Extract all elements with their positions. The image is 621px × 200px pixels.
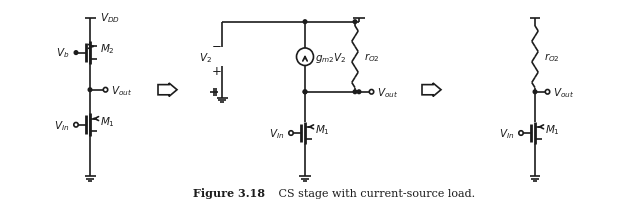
Circle shape [296,49,314,66]
Circle shape [545,90,550,95]
Circle shape [103,88,107,93]
Circle shape [303,90,307,94]
Text: $V_{out}$: $V_{out}$ [553,85,574,99]
Text: $M_1$: $M_1$ [545,122,560,136]
Text: $V_{out}$: $V_{out}$ [111,83,132,97]
Text: $V_{DD}$: $V_{DD}$ [100,11,120,25]
Circle shape [353,90,357,94]
Circle shape [74,51,78,55]
Circle shape [369,90,374,95]
Text: $M_2$: $M_2$ [100,42,115,56]
Circle shape [357,90,361,94]
Text: $r_{O2}$: $r_{O2}$ [544,51,560,64]
Circle shape [519,131,524,136]
Circle shape [303,90,307,94]
Circle shape [88,88,92,92]
Text: Figure 3.18: Figure 3.18 [193,187,265,198]
Text: $-$: $-$ [211,38,221,51]
Text: $g_{m2}V_2$: $g_{m2}V_2$ [315,50,347,64]
Text: $r_{O2}$: $r_{O2}$ [364,51,380,64]
Text: $M_1$: $M_1$ [100,114,115,128]
Text: CS stage with current-source load.: CS stage with current-source load. [268,188,475,198]
Text: $+$: $+$ [211,64,221,77]
Circle shape [303,21,307,24]
Text: $V_2$: $V_2$ [199,51,212,64]
Polygon shape [422,84,441,97]
Polygon shape [158,84,177,97]
Circle shape [533,90,537,94]
Text: $V_{In}$: $V_{In}$ [499,126,514,140]
Circle shape [289,131,293,136]
Circle shape [74,123,78,127]
Text: $V_{out}$: $V_{out}$ [377,85,398,99]
Text: $V_{In}$: $V_{In}$ [269,126,284,140]
Circle shape [353,21,357,24]
Text: $V_{In}$: $V_{In}$ [53,118,69,132]
Text: $M_1$: $M_1$ [315,122,330,136]
Text: $V_b$: $V_b$ [56,46,69,60]
